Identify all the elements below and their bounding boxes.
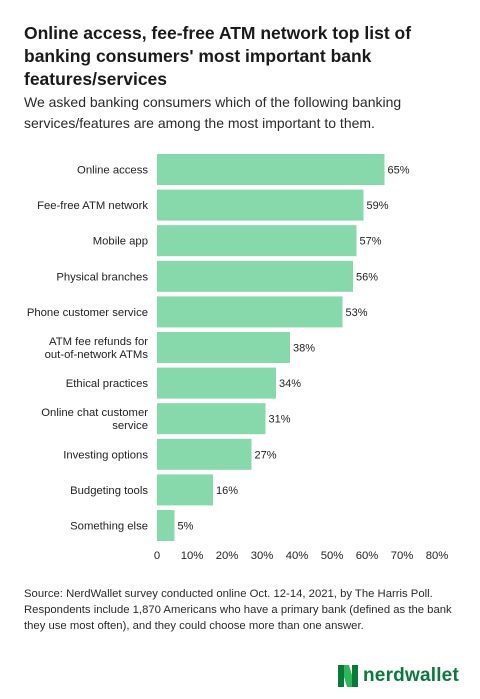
value-label-3: 56%	[356, 271, 378, 283]
value-label-4: 53%	[346, 307, 368, 319]
bar-10	[157, 510, 175, 541]
value-label-7: 31%	[269, 414, 291, 426]
category-label-9: Budgeting tools	[70, 485, 148, 497]
category-label-1: Fee-free ATM network	[37, 200, 148, 212]
x-tick-label-6: 60%	[356, 550, 379, 562]
chart-title: Online access, fee-free ATM network top …	[24, 23, 412, 89]
nerdwallet-logo: nerdwallet	[338, 664, 459, 688]
bar-9	[157, 474, 213, 506]
bar-8	[157, 438, 252, 470]
logo-text: nerdwallet	[363, 665, 459, 686]
category-label-5: ATM fee refunds for out-of-network ATMs	[45, 336, 149, 361]
value-label-5: 38%	[293, 343, 315, 355]
bar-5	[157, 332, 290, 363]
bar-2	[157, 225, 357, 257]
bar-3	[157, 260, 353, 292]
category-label-3: Physical branches	[56, 271, 148, 283]
category-label-4: Phone customer service	[27, 307, 148, 319]
category-label-0: Online access	[77, 165, 148, 177]
value-label-0: 65%	[388, 165, 410, 177]
bar-chart: Online access Fee-free ATM network Mobile …	[27, 154, 449, 562]
x-tick-label-8: 80%	[426, 550, 449, 562]
x-tick-label-5: 50%	[321, 550, 344, 562]
bar-0	[157, 154, 385, 185]
category-label-8: Investing options	[63, 449, 148, 461]
bar-7	[157, 403, 266, 435]
x-tick-label-4: 40%	[286, 550, 309, 562]
x-tick-label-1: 10%	[181, 550, 204, 562]
source-note: Source: NerdWallet survey conducted onli…	[24, 588, 452, 632]
bar-1	[157, 189, 364, 221]
x-tick-label-7: 70%	[391, 550, 414, 562]
bar-4	[157, 296, 343, 328]
value-label-10: 5%	[178, 521, 194, 533]
x-tick-label-0: 0	[154, 550, 160, 562]
x-tick-label-3: 30%	[251, 550, 274, 562]
category-label-10: Something else	[70, 521, 148, 533]
value-label-6: 34%	[279, 378, 301, 390]
value-label-9: 16%	[216, 485, 238, 497]
category-label-7: Online chat customer service	[41, 407, 148, 432]
category-label-2: Mobile app	[93, 236, 148, 248]
nerdwallet-logo-icon	[338, 665, 358, 687]
x-tick-label-2: 20%	[216, 550, 239, 562]
value-label-2: 57%	[360, 236, 382, 248]
value-label-8: 27%	[255, 449, 277, 461]
value-label-1: 59%	[367, 200, 389, 212]
category-label-6: Ethical practices	[66, 378, 149, 390]
chart-subtitle: We asked banking consumers which of the …	[24, 94, 402, 131]
bar-6	[157, 367, 276, 399]
